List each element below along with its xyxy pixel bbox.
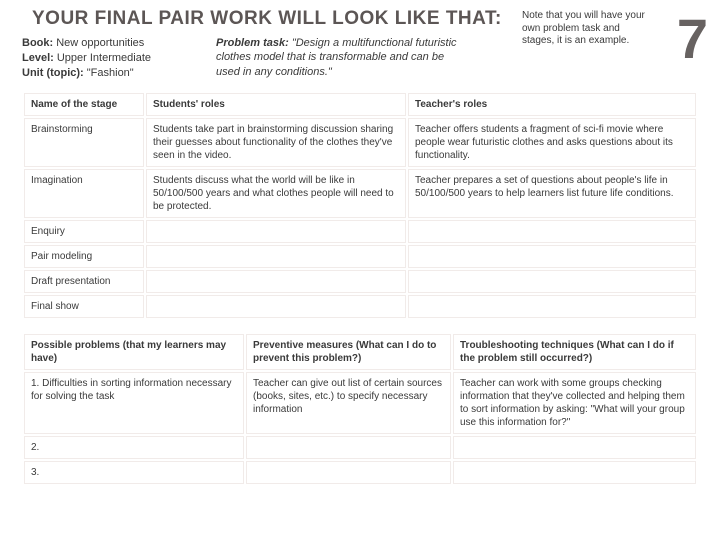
students-cell [146, 220, 406, 243]
header-troubleshoot: Troubleshooting techniques (What can I d… [453, 334, 696, 370]
meta-left: Book: New opportunities Level: Upper Int… [22, 36, 202, 81]
table-row: 3. [24, 461, 696, 484]
problem-label: Problem task: [216, 37, 289, 49]
table-header-row: Name of the stage Students' roles Teache… [24, 93, 696, 116]
stages-table: Name of the stage Students' roles Teache… [22, 91, 698, 320]
problem-cell: 2. [24, 436, 244, 459]
preventive-cell: Teacher can give out list of certain sou… [246, 372, 451, 434]
table-row: 2. [24, 436, 696, 459]
book-value: New opportunities [56, 37, 144, 49]
header-stage: Name of the stage [24, 93, 144, 116]
teacher-cell [408, 295, 696, 318]
level-label: Level: [22, 52, 54, 64]
teacher-cell: Teacher prepares a set of questions abou… [408, 169, 696, 218]
meta-note: Note that you will have your own problem… [522, 10, 647, 48]
unit-value: "Fashion" [87, 67, 134, 79]
problem-cell: 3. [24, 461, 244, 484]
preventive-cell [246, 461, 451, 484]
stage-cell: Imagination [24, 169, 144, 218]
stage-cell: Pair modeling [24, 245, 144, 268]
preventive-cell [246, 436, 451, 459]
table-row: Brainstorming Students take part in brai… [24, 118, 696, 167]
problem-cell: 1. Difficulties in sorting information n… [24, 372, 244, 434]
table-row: Pair modeling [24, 245, 696, 268]
troubleshoot-cell [453, 461, 696, 484]
students-cell: Students discuss what the world will be … [146, 169, 406, 218]
students-cell [146, 295, 406, 318]
students-cell [146, 270, 406, 293]
meta-block: Book: New opportunities Level: Upper Int… [22, 36, 698, 81]
level-value: Upper Intermediate [57, 52, 151, 64]
teacher-cell: Teacher offers students a fragment of sc… [408, 118, 696, 167]
table-row: Enquiry [24, 220, 696, 243]
header-preventive: Preventive measures (What can I do to pr… [246, 334, 451, 370]
troubleshoot-cell [453, 436, 696, 459]
stage-cell: Draft presentation [24, 270, 144, 293]
stage-cell: Final show [24, 295, 144, 318]
troubleshoot-cell: Teacher can work with some groups checki… [453, 372, 696, 434]
teacher-cell [408, 220, 696, 243]
table-row: Final show [24, 295, 696, 318]
unit-label: Unit (topic): [22, 67, 84, 79]
page-number: 7 [677, 6, 708, 71]
header-students: Students' roles [146, 93, 406, 116]
teacher-cell [408, 270, 696, 293]
stage-cell: Enquiry [24, 220, 144, 243]
header-teacher: Teacher's roles [408, 93, 696, 116]
header-problems: Possible problems (that my learners may … [24, 334, 244, 370]
stage-cell: Brainstorming [24, 118, 144, 167]
students-cell [146, 245, 406, 268]
problems-table: Possible problems (that my learners may … [22, 332, 698, 486]
table-row: 1. Difficulties in sorting information n… [24, 372, 696, 434]
table-header-row: Possible problems (that my learners may … [24, 334, 696, 370]
teacher-cell [408, 245, 696, 268]
meta-mid: Problem task: "Design a multifunctional … [216, 36, 466, 81]
book-label: Book: [22, 37, 53, 49]
table-row: Imagination Students discuss what the wo… [24, 169, 696, 218]
students-cell: Students take part in brainstorming disc… [146, 118, 406, 167]
table-row: Draft presentation [24, 270, 696, 293]
